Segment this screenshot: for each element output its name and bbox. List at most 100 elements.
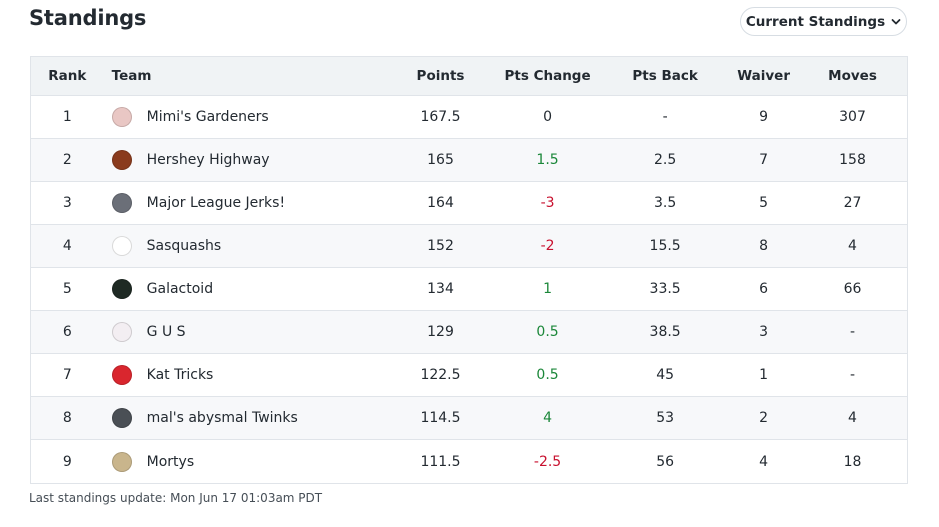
rank-cell: 3	[62, 195, 72, 211]
waiver-cell: 3	[759, 324, 769, 340]
waiver-cell: 8	[759, 238, 769, 254]
team-cell: G U S	[104, 322, 387, 342]
points-cell: 129	[427, 324, 454, 340]
waiver-cell: 4	[759, 453, 769, 470]
waiver-cell: 9	[759, 109, 769, 125]
column-header-pts-change[interactable]: Pts Change	[504, 68, 591, 84]
table-row: 4 Sasquashs 152 -2 15.5 8 4	[31, 225, 907, 268]
table-row: 7 Kat Tricks 122.5 0.5 45 1 -	[31, 354, 907, 397]
team-cell: Sasquashs	[104, 236, 387, 256]
moves-cell: -	[849, 324, 856, 340]
column-header-moves[interactable]: Moves	[828, 68, 877, 84]
page-title: Standings	[29, 6, 147, 30]
pts-change-cell: -2	[540, 238, 555, 254]
column-header-team[interactable]: Team	[111, 68, 152, 84]
table-row: 5 Galactoid 134 1 33.5 6 66	[31, 268, 907, 311]
team-avatar-icon[interactable]	[111, 451, 132, 472]
team-name-link[interactable]: Kat Tricks	[146, 367, 214, 383]
team-name-link[interactable]: Mortys	[146, 453, 195, 470]
team-name-link[interactable]: Major League Jerks!	[146, 195, 286, 211]
team-name-link[interactable]: Galactoid	[146, 281, 214, 297]
team-cell: Major League Jerks!	[104, 193, 387, 213]
team-cell: Hershey Highway	[104, 150, 387, 170]
team-avatar-icon[interactable]	[111, 150, 132, 170]
pts-change-cell: -3	[540, 195, 555, 211]
team-name-link[interactable]: G U S	[146, 324, 186, 340]
points-cell: 111.5	[420, 453, 461, 470]
moves-cell: 27	[843, 195, 862, 211]
waiver-cell: 2	[759, 410, 769, 426]
team-avatar-icon[interactable]	[111, 193, 132, 213]
pts-change-cell: 1	[543, 281, 553, 297]
dropdown-label: Current Standings	[745, 13, 886, 30]
waiver-cell: 5	[759, 195, 769, 211]
team-cell: Mimi's Gardeners	[104, 107, 387, 127]
table-row: 1 Mimi's Gardeners 167.5 0 - 9 307	[31, 96, 907, 139]
pts-back-cell: 2.5	[654, 152, 677, 168]
pts-back-cell: 15.5	[649, 238, 681, 254]
team-avatar-icon[interactable]	[111, 279, 132, 299]
points-cell: 114.5	[420, 410, 461, 426]
team-avatar-icon[interactable]	[111, 322, 132, 342]
pts-back-cell: 33.5	[649, 281, 681, 297]
table-header: Rank Team Points Pts Change Pts Back Wai…	[31, 57, 907, 96]
team-cell: Kat Tricks	[104, 365, 387, 385]
pts-change-cell: 0.5	[536, 367, 559, 383]
column-header-points[interactable]: Points	[416, 68, 465, 84]
pts-back-cell: 38.5	[649, 324, 681, 340]
pts-change-cell: 1.5	[536, 152, 559, 168]
moves-cell: 4	[848, 238, 857, 254]
team-name-link[interactable]: Mimi's Gardeners	[146, 109, 269, 125]
table-row: 9 Mortys 111.5 -2.5 56 4 18	[31, 440, 907, 483]
points-cell: 167.5	[420, 109, 461, 125]
table-row: 2 Hershey Highway 165 1.5 2.5 7 158	[31, 139, 907, 182]
pts-change-cell: 0.5	[536, 324, 559, 340]
points-cell: 164	[427, 195, 454, 211]
rank-cell: 2	[62, 152, 72, 168]
moves-cell: 66	[843, 281, 862, 297]
rank-cell: 7	[62, 367, 72, 383]
points-cell: 152	[427, 238, 454, 254]
waiver-cell: 1	[759, 367, 769, 383]
waiver-cell: 6	[759, 281, 769, 297]
standings-view-dropdown[interactable]: Current Standings	[740, 7, 907, 36]
team-avatar-icon[interactable]	[111, 236, 132, 256]
rank-cell: 5	[62, 281, 72, 297]
waiver-cell: 7	[759, 152, 769, 168]
moves-cell: 4	[848, 410, 857, 426]
column-header-waiver[interactable]: Waiver	[737, 68, 790, 84]
team-avatar-icon[interactable]	[111, 365, 132, 385]
team-name-link[interactable]: Sasquashs	[146, 238, 222, 254]
pts-change-cell: 0	[543, 109, 553, 125]
chevron-down-icon	[891, 18, 901, 24]
last-update-text: Last standings update: Mon Jun 17 01:03a…	[29, 491, 323, 505]
team-avatar-icon[interactable]	[111, 107, 132, 127]
team-cell: Mortys	[104, 451, 387, 472]
pts-back-cell: 45	[656, 367, 675, 383]
pts-back-cell: 56	[656, 453, 675, 470]
table-row: 6 G U S 129 0.5 38.5 3 -	[31, 311, 907, 354]
moves-cell: -	[849, 367, 856, 383]
table-row: 8 mal's abysmal Twinks 114.5 4 53 2 4	[31, 397, 907, 440]
column-header-pts-back[interactable]: Pts Back	[632, 68, 698, 84]
pts-back-cell: 3.5	[654, 195, 677, 211]
rank-cell: 6	[62, 324, 72, 340]
points-cell: 122.5	[420, 367, 461, 383]
pts-change-cell: 4	[543, 410, 553, 426]
team-avatar-icon[interactable]	[111, 408, 132, 428]
moves-cell: 158	[839, 152, 866, 168]
column-header-rank[interactable]: Rank	[48, 68, 87, 84]
pts-change-cell: -2.5	[533, 453, 562, 470]
rank-cell: 8	[62, 410, 72, 426]
table-body: 1 Mimi's Gardeners 167.5 0 - 9 307 2 Hershey Hig…	[31, 96, 907, 483]
points-cell: 165	[427, 152, 454, 168]
moves-cell: 18	[843, 453, 862, 470]
pts-back-cell: 53	[656, 410, 675, 426]
points-cell: 134	[427, 281, 454, 297]
team-name-link[interactable]: Hershey Highway	[146, 152, 270, 168]
table-row: 3 Major League Jerks! 164 -3 3.5 5 27	[31, 182, 907, 225]
team-name-link[interactable]: mal's abysmal Twinks	[146, 410, 298, 426]
rank-cell: 4	[62, 238, 72, 254]
standings-table: Rank Team Points Pts Change Pts Back Wai…	[30, 56, 908, 484]
